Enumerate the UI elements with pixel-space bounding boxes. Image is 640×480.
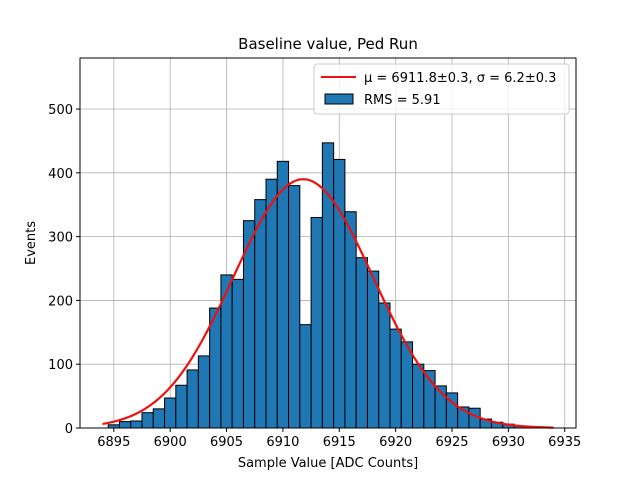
histogram-bar <box>378 302 391 429</box>
y-axis-ticks: 0 100 200 300 400 500 <box>48 103 80 437</box>
x-tick-label: 6915 <box>323 435 356 450</box>
x-tick-label: 6935 <box>548 435 581 450</box>
histogram-bar <box>254 199 267 429</box>
histogram-bar <box>412 363 425 429</box>
histogram-bar <box>333 158 346 429</box>
histogram-bars <box>107 142 526 429</box>
y-tick-label: 400 <box>48 167 73 182</box>
x-tick-label: 6900 <box>154 435 187 450</box>
histogram-bar <box>130 420 143 429</box>
y-tick-label: 500 <box>48 103 73 118</box>
histogram-bar <box>209 307 222 429</box>
y-tick-label: 300 <box>48 231 73 246</box>
histogram-bar <box>366 270 380 429</box>
y-tick-label: 0 <box>65 422 73 437</box>
legend-box <box>313 63 570 115</box>
histogram-bar <box>299 324 312 429</box>
gaussian-fit-curve <box>102 178 554 429</box>
x-tick-label: 6920 <box>379 435 412 450</box>
histogram-bar <box>186 369 199 429</box>
x-tick-label: 6910 <box>266 435 299 450</box>
x-tick-label: 6930 <box>492 435 525 450</box>
x-tick-label: 6925 <box>435 435 468 450</box>
plot-frame <box>79 57 577 429</box>
histogram-bar <box>288 185 301 429</box>
histogram-bar <box>321 142 335 429</box>
histogram-bar <box>355 257 368 429</box>
histogram-bar <box>197 355 211 429</box>
x-axis-label: Sample Value [ADC Counts] <box>238 456 418 471</box>
x-tick-label: 6895 <box>97 435 130 450</box>
legend-fit-label: μ = 6911.8±0.3, σ = 6.2±0.3 <box>364 71 556 86</box>
histogram-bar <box>400 341 414 429</box>
legend: μ = 6911.8±0.3, σ = 6.2±0.3 RMS = 5.91 <box>313 63 570 115</box>
y-tick-label: 100 <box>48 358 73 373</box>
histogram-bar <box>164 397 177 429</box>
histogram-bar <box>276 160 290 429</box>
legend-histogram-swatch <box>324 93 354 105</box>
histogram-bar <box>231 278 244 429</box>
legend-histogram-label: RMS = 5.91 <box>364 93 441 108</box>
y-tick-label: 200 <box>48 294 73 309</box>
chart-title: Baseline value, Ped Run <box>238 35 418 53</box>
histogram-bar <box>175 384 188 429</box>
histogram-bar <box>344 211 357 429</box>
histogram-bar <box>152 408 166 429</box>
histogram-bar <box>265 178 278 429</box>
y-axis-label: Events <box>24 221 39 265</box>
histogram-bar <box>389 328 402 429</box>
histogram-bar <box>118 421 132 429</box>
x-axis-ticks: 6895 6900 6905 6910 6915 6920 6925 6930 6935 <box>97 428 581 450</box>
fit-curve-layer <box>102 178 554 429</box>
histogram-bar <box>141 412 154 429</box>
x-tick-label: 6905 <box>210 435 243 450</box>
histogram-bar <box>310 216 323 429</box>
